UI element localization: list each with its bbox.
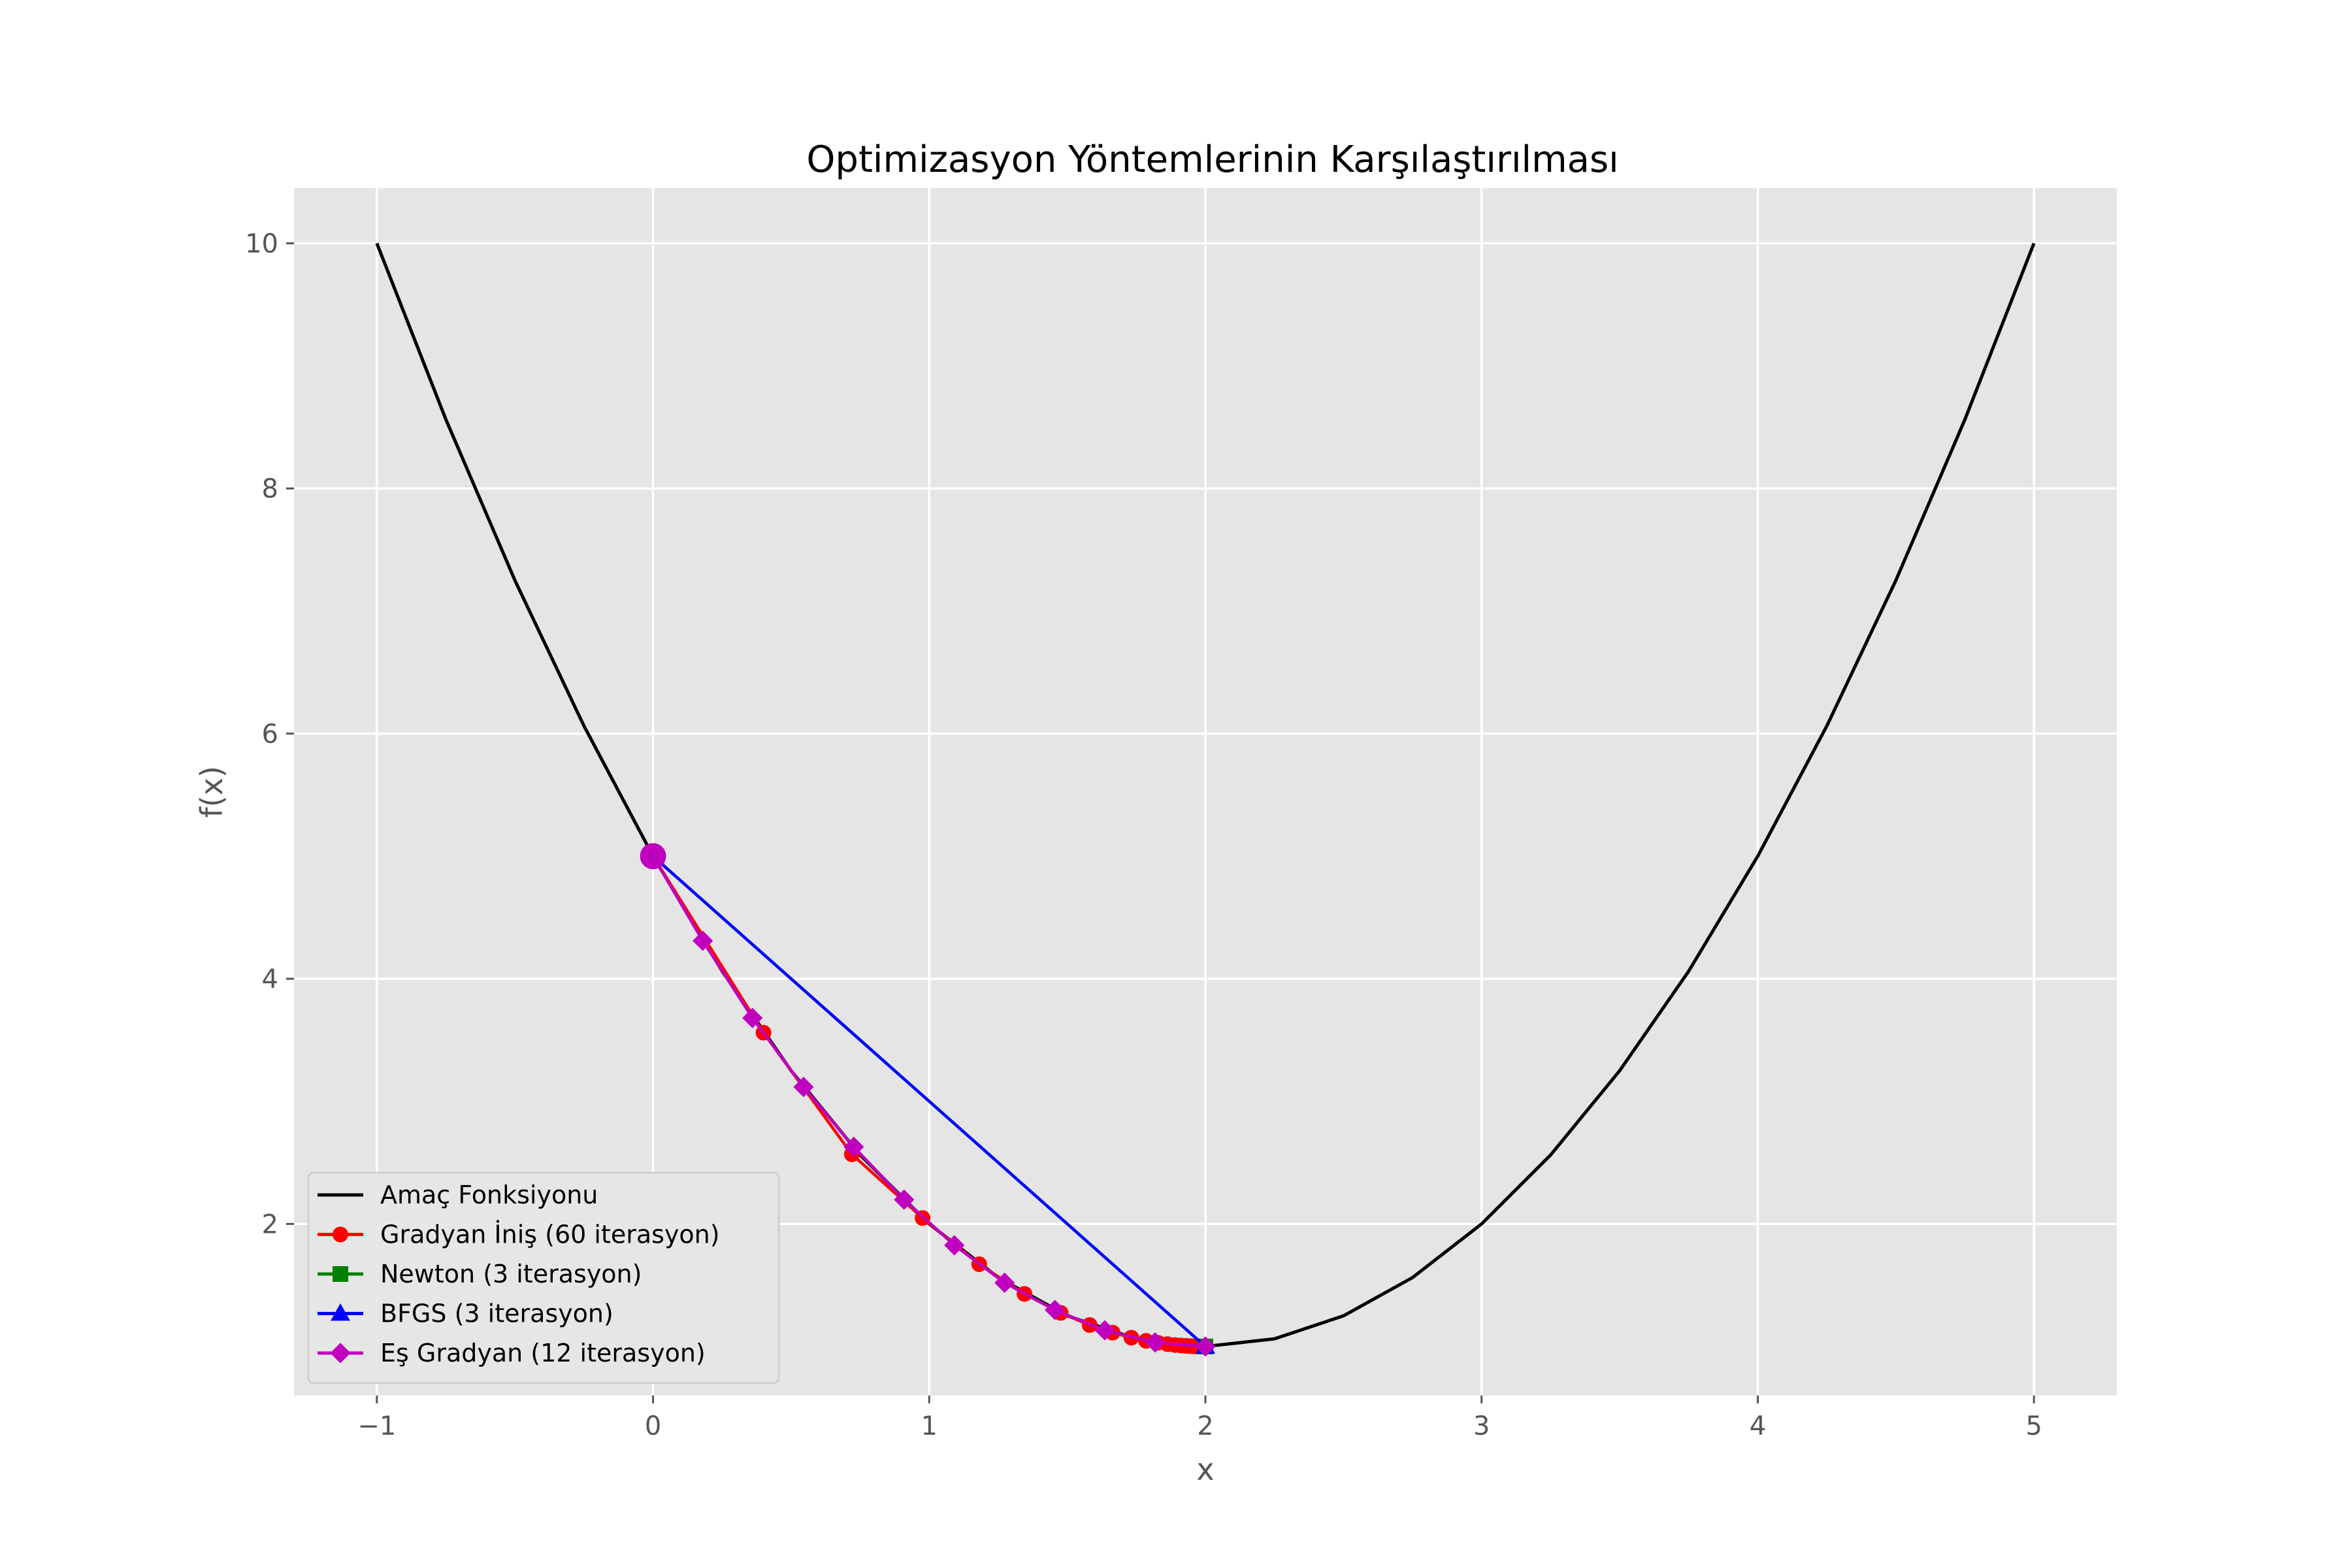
data-point [843, 1136, 864, 1158]
y-tick-label: 6 [262, 719, 278, 749]
legend-swatch-marker [333, 1266, 348, 1282]
axis-ticks: −1 0 1 2 3 4 5 2 4 6 8 10 [245, 229, 2042, 1441]
data-point [793, 1077, 814, 1098]
chart-title: Optimizasyon Yöntemlerinin Karşılaştırıl… [806, 139, 1618, 181]
data-point [693, 930, 713, 951]
legend: Amaç Fonksiyonu Gradyan İniş (60 iterasyo… [307, 1171, 780, 1384]
x-tick-label: 5 [2025, 1411, 2042, 1441]
data-point [1195, 1336, 1216, 1357]
x-tick-label: 2 [1197, 1411, 1213, 1441]
data-point [1094, 1320, 1115, 1341]
legend-item: Eş Gradyan (12 iterasyon) [318, 1339, 706, 1367]
data-point [944, 1235, 965, 1256]
x-axis-title: x [1196, 1452, 1214, 1487]
legend-label: Gradyan İniş (60 iterasyon) [380, 1220, 720, 1249]
legend-swatch-marker [331, 1303, 350, 1321]
start-point-layer [640, 843, 666, 870]
series-line-triangle-3 [652, 855, 1207, 1348]
series-line-diamond-4 [651, 855, 1206, 1348]
data-point [742, 1007, 763, 1028]
data-point [994, 1272, 1015, 1293]
data-point [894, 1189, 915, 1210]
x-tick-label: 1 [921, 1411, 938, 1441]
legend-box [307, 1171, 780, 1384]
legend-label: Amaç Fonksiyonu [380, 1181, 598, 1209]
y-axis-title: f(x) [194, 766, 229, 817]
legend-swatch-marker [333, 1226, 348, 1243]
y-tick-label: 4 [262, 964, 278, 994]
legend-item: Newton (3 iterasyon) [318, 1260, 642, 1288]
legend-item: BFGS (3 iterasyon) [318, 1299, 613, 1328]
data-point [1145, 1332, 1166, 1353]
legend-item: Amaç Fonksiyonu [318, 1181, 598, 1209]
y-tick-label: 8 [262, 474, 278, 504]
x-tick-label: −1 [357, 1411, 396, 1441]
x-tick-label: 4 [1750, 1411, 1766, 1441]
legend-label: Newton (3 iterasyon) [380, 1260, 642, 1288]
legend-swatch-marker [330, 1343, 351, 1364]
y-tick-label: 2 [262, 1209, 278, 1239]
legend-item: Gradyan İniş (60 iterasyon) [318, 1220, 720, 1249]
legend-label: Eş Gradyan (12 iterasyon) [380, 1339, 706, 1367]
x-tick-label: 3 [1473, 1411, 1490, 1441]
x-tick-label: 0 [645, 1411, 661, 1441]
y-tick-label: 10 [245, 229, 278, 259]
start-point-marker [640, 843, 666, 870]
legend-label: BFGS (3 iterasyon) [380, 1299, 613, 1328]
data-point [1045, 1299, 1066, 1320]
